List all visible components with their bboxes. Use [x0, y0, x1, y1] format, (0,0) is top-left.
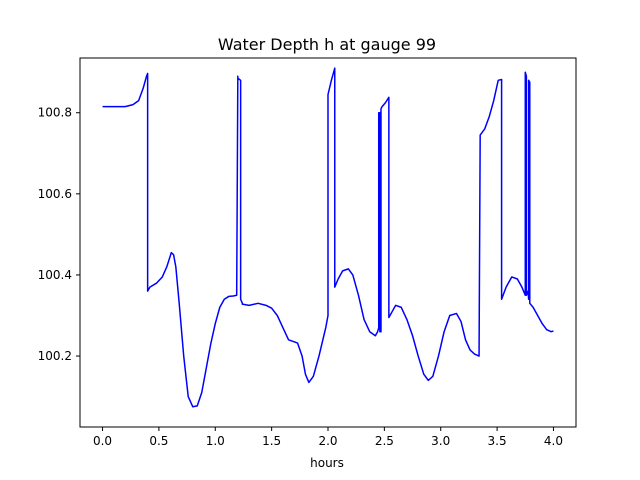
y-tick-label: 100.2 — [38, 349, 72, 363]
x-tick-label: 1.5 — [262, 434, 281, 448]
x-axis-label: hours — [310, 456, 344, 470]
x-tick-label: 1.0 — [206, 434, 225, 448]
x-tick-label: 3.5 — [488, 434, 507, 448]
x-tick-label: 4.0 — [544, 434, 563, 448]
y-axis-ticks: 100.2 100.4 100.6 100.8 — [38, 106, 80, 363]
x-tick-label: 0.0 — [93, 434, 112, 448]
y-tick-label: 100.6 — [38, 187, 72, 201]
y-tick-label: 100.8 — [38, 106, 72, 120]
x-tick-label: 2.5 — [375, 434, 394, 448]
x-tick-label: 3.0 — [431, 434, 450, 448]
x-tick-label: 0.5 — [149, 434, 168, 448]
series-layer — [102, 67, 554, 408]
chart-title: Water Depth h at gauge 99 — [218, 35, 436, 54]
plot-area: 0.0 0.5 1.0 1.5 2.0 2.5 3.0 3.5 4.0 100.2100.410… — [38, 57, 577, 448]
series-line-0 — [102, 67, 554, 408]
y-tick-label: 100.4 — [38, 268, 72, 282]
x-axis-ticks: 0.0 0.5 1.0 1.5 2.0 2.5 3.0 3.5 4.0 — [93, 427, 563, 448]
x-tick-label: 2.0 — [318, 434, 337, 448]
